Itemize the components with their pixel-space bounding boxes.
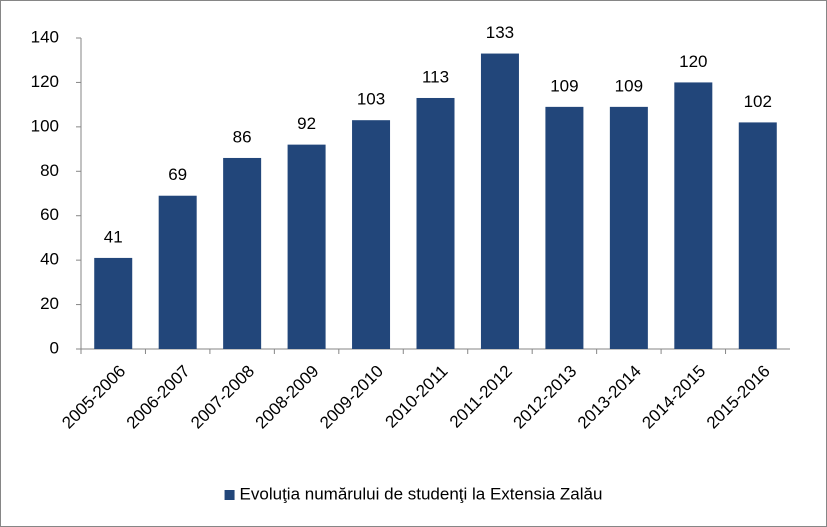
bar	[416, 97, 455, 349]
bar	[480, 53, 519, 350]
y-tick-label: 60	[40, 205, 59, 224]
bar	[352, 120, 391, 349]
bar	[545, 106, 584, 349]
bar	[94, 257, 133, 349]
y-tick-label: 20	[40, 294, 59, 313]
data-label: 133	[486, 23, 514, 42]
data-label: 103	[357, 90, 385, 109]
y-tick-label: 100	[31, 116, 59, 135]
data-label: 92	[297, 114, 316, 133]
bar	[158, 195, 197, 349]
y-tick-label: 120	[31, 72, 59, 91]
bar	[674, 82, 713, 349]
y-tick-label: 40	[40, 250, 59, 269]
data-label: 109	[615, 76, 643, 95]
bar	[609, 106, 648, 349]
legend-label: Evoluţia numărului de studenţi la Extens…	[240, 484, 603, 503]
data-label: 41	[104, 227, 123, 246]
data-label: 102	[744, 92, 772, 111]
data-label: 109	[550, 76, 578, 95]
legend-swatch	[224, 490, 235, 500]
y-tick-label: 0	[50, 338, 59, 357]
bar	[738, 122, 777, 350]
data-label: 113	[422, 67, 449, 86]
y-tick-label: 80	[40, 161, 59, 180]
data-label: 69	[168, 165, 187, 184]
data-label: 120	[679, 52, 707, 71]
bar	[223, 157, 262, 349]
data-label: 86	[233, 127, 252, 146]
bar	[287, 144, 326, 349]
y-tick-label: 140	[31, 27, 59, 46]
